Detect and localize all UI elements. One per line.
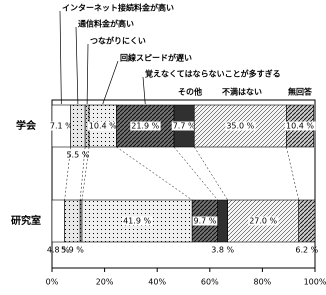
- value-label: 4.8 %: [47, 246, 70, 255]
- value-label-bg: [192, 216, 218, 226]
- x-tick-label: 40%: [148, 278, 166, 287]
- connector: [286, 146, 299, 201]
- value-label: 35.0 %: [226, 122, 254, 131]
- connector: [173, 146, 218, 201]
- bar-segment: [70, 104, 86, 148]
- value-label: 41.9 %: [123, 217, 151, 226]
- x-tick-label: 100%: [304, 278, 326, 287]
- value-label: 10.4 %: [89, 122, 117, 131]
- value-label-bg: [87, 121, 119, 131]
- value-label-bg: [48, 121, 75, 131]
- x-tick-label: 20%: [96, 278, 114, 287]
- category-label: 研究室: [11, 214, 41, 227]
- series-label: その他: [178, 87, 202, 97]
- bar-segment: [51, 199, 65, 243]
- series-label: 無回答: [288, 87, 313, 97]
- series-label: 不満はない: [222, 87, 262, 97]
- series-label: 回線スピードが遅い: [120, 53, 192, 63]
- connector: [81, 146, 90, 201]
- value-label-bg: [285, 121, 316, 131]
- plot-frame: [51, 99, 316, 269]
- leader-line: [75, 26, 79, 105]
- value-label-bg: [225, 121, 256, 131]
- leader-line: [59, 10, 62, 105]
- x-tick-label: 80%: [254, 278, 272, 287]
- connector: [194, 146, 228, 201]
- x-tick-label: 60%: [201, 278, 219, 287]
- value-label-bg: [171, 121, 197, 131]
- series-label: 覚えなくてはならないことが多すぎる: [144, 69, 281, 79]
- value-label: 9.7 %: [193, 217, 216, 226]
- bar-segment: [217, 199, 228, 243]
- leader-line: [86, 43, 89, 105]
- value-label-bg: [248, 216, 279, 226]
- value-label: 7.7 %: [173, 122, 196, 131]
- value-label: 21.9 %: [131, 122, 159, 131]
- series-label: 通信料金が高い: [78, 19, 134, 29]
- value-label-bg: [122, 216, 153, 226]
- value-label: 5.5 %: [66, 151, 89, 160]
- leader-line: [102, 60, 119, 105]
- bar-segment: [298, 199, 316, 243]
- leader-line: [142, 76, 146, 105]
- series-label: つながりにくい: [90, 36, 146, 46]
- bar-segment: [64, 199, 81, 243]
- connector: [64, 146, 71, 201]
- value-label: 3.8 %: [211, 246, 234, 255]
- value-label: 6.2 %: [295, 246, 318, 255]
- value-label: 5.9 %: [61, 246, 84, 255]
- x-tick-label: 0%: [46, 278, 59, 287]
- value-label: 7.1 %: [50, 122, 73, 131]
- value-label: 27.0 %: [249, 217, 277, 226]
- value-label: 10.4 %: [286, 122, 314, 131]
- connector: [116, 146, 193, 201]
- connector: [79, 146, 86, 201]
- value-label-bg: [130, 121, 161, 131]
- series-label: インターネット接続料金が高い: [62, 3, 174, 13]
- category-label: 学会: [16, 119, 36, 132]
